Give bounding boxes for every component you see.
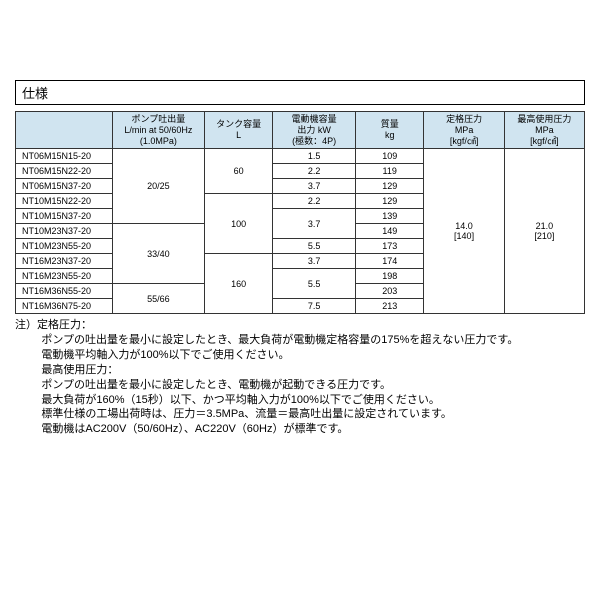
- cell-model: NT16M23N37-20: [16, 254, 113, 269]
- cell-mass: 174: [355, 254, 423, 269]
- cell-mass: 129: [355, 179, 423, 194]
- cell-model: NT06M15N37-20: [16, 179, 113, 194]
- cell-model: NT06M15N15-20: [16, 149, 113, 164]
- cell-motor: 2.2: [273, 194, 356, 209]
- cell-max: 21.0[210]: [504, 149, 584, 314]
- cell-mass: 139: [355, 209, 423, 224]
- cell-pump: 55/66: [112, 284, 204, 314]
- note-line: ポンプの吐出量を最小に設定したとき、最大負荷が電動機定格容量の175%を超えない…: [15, 333, 585, 348]
- cell-motor: 2.2: [273, 164, 356, 179]
- cell-model: NT16M23N55-20: [16, 269, 113, 284]
- cell-model: NT10M23N55-20: [16, 239, 113, 254]
- note-line: 注）定格圧力：: [15, 318, 585, 333]
- cell-mass: 149: [355, 224, 423, 239]
- col-header: 最高使用圧力MPa[kgf/㎠]: [504, 112, 584, 149]
- cell-mass: 198: [355, 269, 423, 284]
- cell-motor: 5.5: [273, 269, 356, 299]
- table-header-row: ポンプ吐出量L/min at 50/60Hz(1.0MPa) タンク容量L 電動…: [16, 112, 585, 149]
- col-header: 定格圧力MPa[kgf/㎠]: [424, 112, 504, 149]
- cell-motor: 1.5: [273, 149, 356, 164]
- cell-model: NT16M36N75-20: [16, 299, 113, 314]
- note-line: 標準仕様の工場出荷時は、圧力＝3.5MPa、流量＝最高吐出量に設定されています。: [15, 407, 585, 422]
- cell-tank: 60: [204, 149, 272, 194]
- cell-mass: 203: [355, 284, 423, 299]
- cell-motor: 5.5: [273, 239, 356, 254]
- col-header: 電動機容量出力 kW(極数：4P): [273, 112, 356, 149]
- cell-mass: 119: [355, 164, 423, 179]
- cell-pump: 20/25: [112, 149, 204, 224]
- cell-tank: 160: [204, 254, 272, 314]
- cell-mass: 173: [355, 239, 423, 254]
- col-header: [16, 112, 113, 149]
- cell-motor: 3.7: [273, 254, 356, 269]
- cell-tank: 100: [204, 194, 272, 254]
- col-header: ポンプ吐出量L/min at 50/60Hz(1.0MPa): [112, 112, 204, 149]
- section-title: 仕様: [15, 80, 585, 105]
- col-header: タンク容量L: [204, 112, 272, 149]
- notes: 注）定格圧力： ポンプの吐出量を最小に設定したとき、最大負荷が電動機定格容量の1…: [15, 318, 585, 437]
- note-line: 電動機はAC200V（50/60Hz）、AC220V（60Hz）が標準です。: [15, 422, 585, 437]
- cell-motor: 3.7: [273, 179, 356, 194]
- cell-mass: 129: [355, 194, 423, 209]
- cell-pump: 33/40: [112, 224, 204, 284]
- note-line: 最大負荷が160%（15秒）以下、かつ平均軸入力が100%以下でご使用ください。: [15, 393, 585, 408]
- cell-rated: 14.0[140]: [424, 149, 504, 314]
- cell-model: NT06M15N22-20: [16, 164, 113, 179]
- cell-mass: 213: [355, 299, 423, 314]
- cell-model: NT10M15N22-20: [16, 194, 113, 209]
- note-line: 最高使用圧力：: [15, 363, 585, 378]
- table-row: NT06M15N15-20 20/25 60 1.5 109 14.0[140]…: [16, 149, 585, 164]
- col-header: 質量kg: [355, 112, 423, 149]
- cell-motor: 3.7: [273, 209, 356, 239]
- cell-model: NT10M15N37-20: [16, 209, 113, 224]
- cell-model: NT10M23N37-20: [16, 224, 113, 239]
- cell-model: NT16M36N55-20: [16, 284, 113, 299]
- cell-mass: 109: [355, 149, 423, 164]
- cell-motor: 7.5: [273, 299, 356, 314]
- note-line: 電動機平均軸入力が100%以下でご使用ください。: [15, 348, 585, 363]
- note-line: ポンプの吐出量を最小に設定したとき、電動機が起動できる圧力です。: [15, 378, 585, 393]
- spec-table: ポンプ吐出量L/min at 50/60Hz(1.0MPa) タンク容量L 電動…: [15, 111, 585, 314]
